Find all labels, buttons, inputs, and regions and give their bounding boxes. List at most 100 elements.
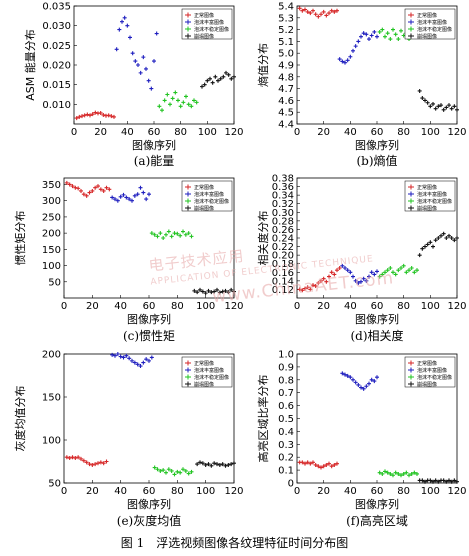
data-point (117, 27, 122, 32)
subplot-caption: (f)高亮区域 (346, 513, 408, 528)
data-point (210, 80, 215, 85)
legend-label: 崩塌图像 (417, 381, 437, 388)
data-point (396, 471, 401, 476)
data-point (452, 478, 457, 483)
legend-label: 泡沫不稳定图像 (194, 198, 229, 205)
data-point (217, 462, 222, 467)
data-point (431, 101, 435, 106)
data-point (388, 266, 393, 270)
y-tick-label: 0.6 (278, 401, 294, 412)
data-point (183, 468, 188, 473)
x-tick-label: 80 (171, 486, 184, 497)
data-point (364, 384, 369, 389)
data-point (393, 470, 398, 475)
y-tick-label: 0.22 (272, 242, 294, 253)
x-tick-label: 120 (447, 486, 466, 497)
data-point (149, 231, 154, 236)
data-point (115, 198, 120, 203)
x-tick-label: 60 (148, 127, 161, 138)
data-point (401, 263, 406, 268)
legend-marker (185, 26, 191, 32)
data-point (348, 54, 353, 59)
data-point (359, 34, 363, 39)
data-point (425, 100, 430, 105)
data-point (332, 9, 337, 14)
data-point (335, 8, 339, 13)
x-tick-label: 0 (294, 301, 300, 312)
legend-marker (408, 19, 414, 25)
data-point (223, 463, 228, 468)
x-tick-label: 40 (121, 127, 134, 138)
data-point (121, 192, 126, 197)
data-point (412, 470, 417, 475)
y-tick-label: 100 (42, 261, 61, 272)
data-point (359, 279, 363, 284)
data-point (138, 70, 143, 75)
subplot-caption: (c)惯性矩 (123, 328, 175, 343)
data-point (425, 242, 430, 247)
data-point (162, 98, 167, 103)
data-point (380, 27, 385, 32)
data-point (372, 379, 377, 384)
subplot-caption: (e)灰度均值 (117, 513, 181, 528)
data-point (385, 31, 390, 36)
data-point (135, 362, 140, 367)
data-point (367, 274, 371, 279)
data-point (340, 263, 345, 268)
data-point (132, 360, 137, 365)
data-point (399, 28, 403, 33)
x-tick-label: 100 (421, 301, 440, 312)
data-point (218, 76, 223, 81)
data-point (409, 471, 414, 476)
data-point (441, 231, 446, 236)
data-point (138, 364, 143, 369)
data-point (305, 9, 310, 14)
x-tick-label: 100 (421, 486, 440, 497)
data-point (113, 353, 117, 358)
data-point (300, 8, 305, 13)
data-point (206, 462, 211, 467)
data-point (356, 382, 361, 387)
y-tick-label: 4.6 (278, 96, 294, 107)
data-point (353, 380, 358, 385)
data-point (84, 460, 89, 465)
x-tick-label: 100 (421, 127, 440, 138)
x-tick-label: 0 (294, 486, 300, 497)
y-axis-label: 熵值分布 (256, 43, 270, 87)
legend-label: 泡沫不稳定图像 (194, 374, 229, 381)
data-point (206, 288, 211, 293)
data-point (215, 462, 219, 467)
data-point (305, 460, 310, 465)
legend-box (404, 180, 456, 212)
legend-marker (185, 360, 191, 366)
y-tick-label: 0.035 (42, 2, 71, 13)
x-tick-label: 80 (397, 486, 410, 497)
data-point (297, 287, 302, 292)
legend-marker (408, 184, 414, 190)
legend-box (404, 356, 456, 388)
legend-marker (185, 184, 191, 190)
y-axis-label: 灰度均值分布 (13, 386, 27, 452)
data-point (226, 290, 231, 295)
data-point (164, 470, 168, 475)
data-point (149, 86, 154, 91)
data-point (423, 479, 427, 484)
y-tick-label: 0.30 (272, 208, 294, 219)
y-axis-label: 惯性矩分布 (13, 211, 27, 266)
data-point (343, 266, 347, 270)
data-point (161, 468, 166, 473)
data-point (348, 270, 353, 275)
data-point (67, 182, 72, 187)
y-axis-label: ASM 能量分布 (23, 29, 37, 101)
subplot-caption: (a)能量 (134, 154, 175, 168)
x-tick-label: 60 (143, 301, 156, 312)
legend-label: 崩塌图像 (194, 33, 214, 40)
y-tick-label: 0.28 (272, 216, 294, 227)
y-tick-label: 5.1 (278, 37, 294, 48)
y-tick-label: 0.025 (42, 41, 71, 52)
data-point (313, 462, 318, 467)
data-point (110, 352, 115, 357)
data-point (70, 184, 75, 189)
data-point (178, 470, 183, 475)
y-tick-label: 0.8 (278, 375, 294, 386)
